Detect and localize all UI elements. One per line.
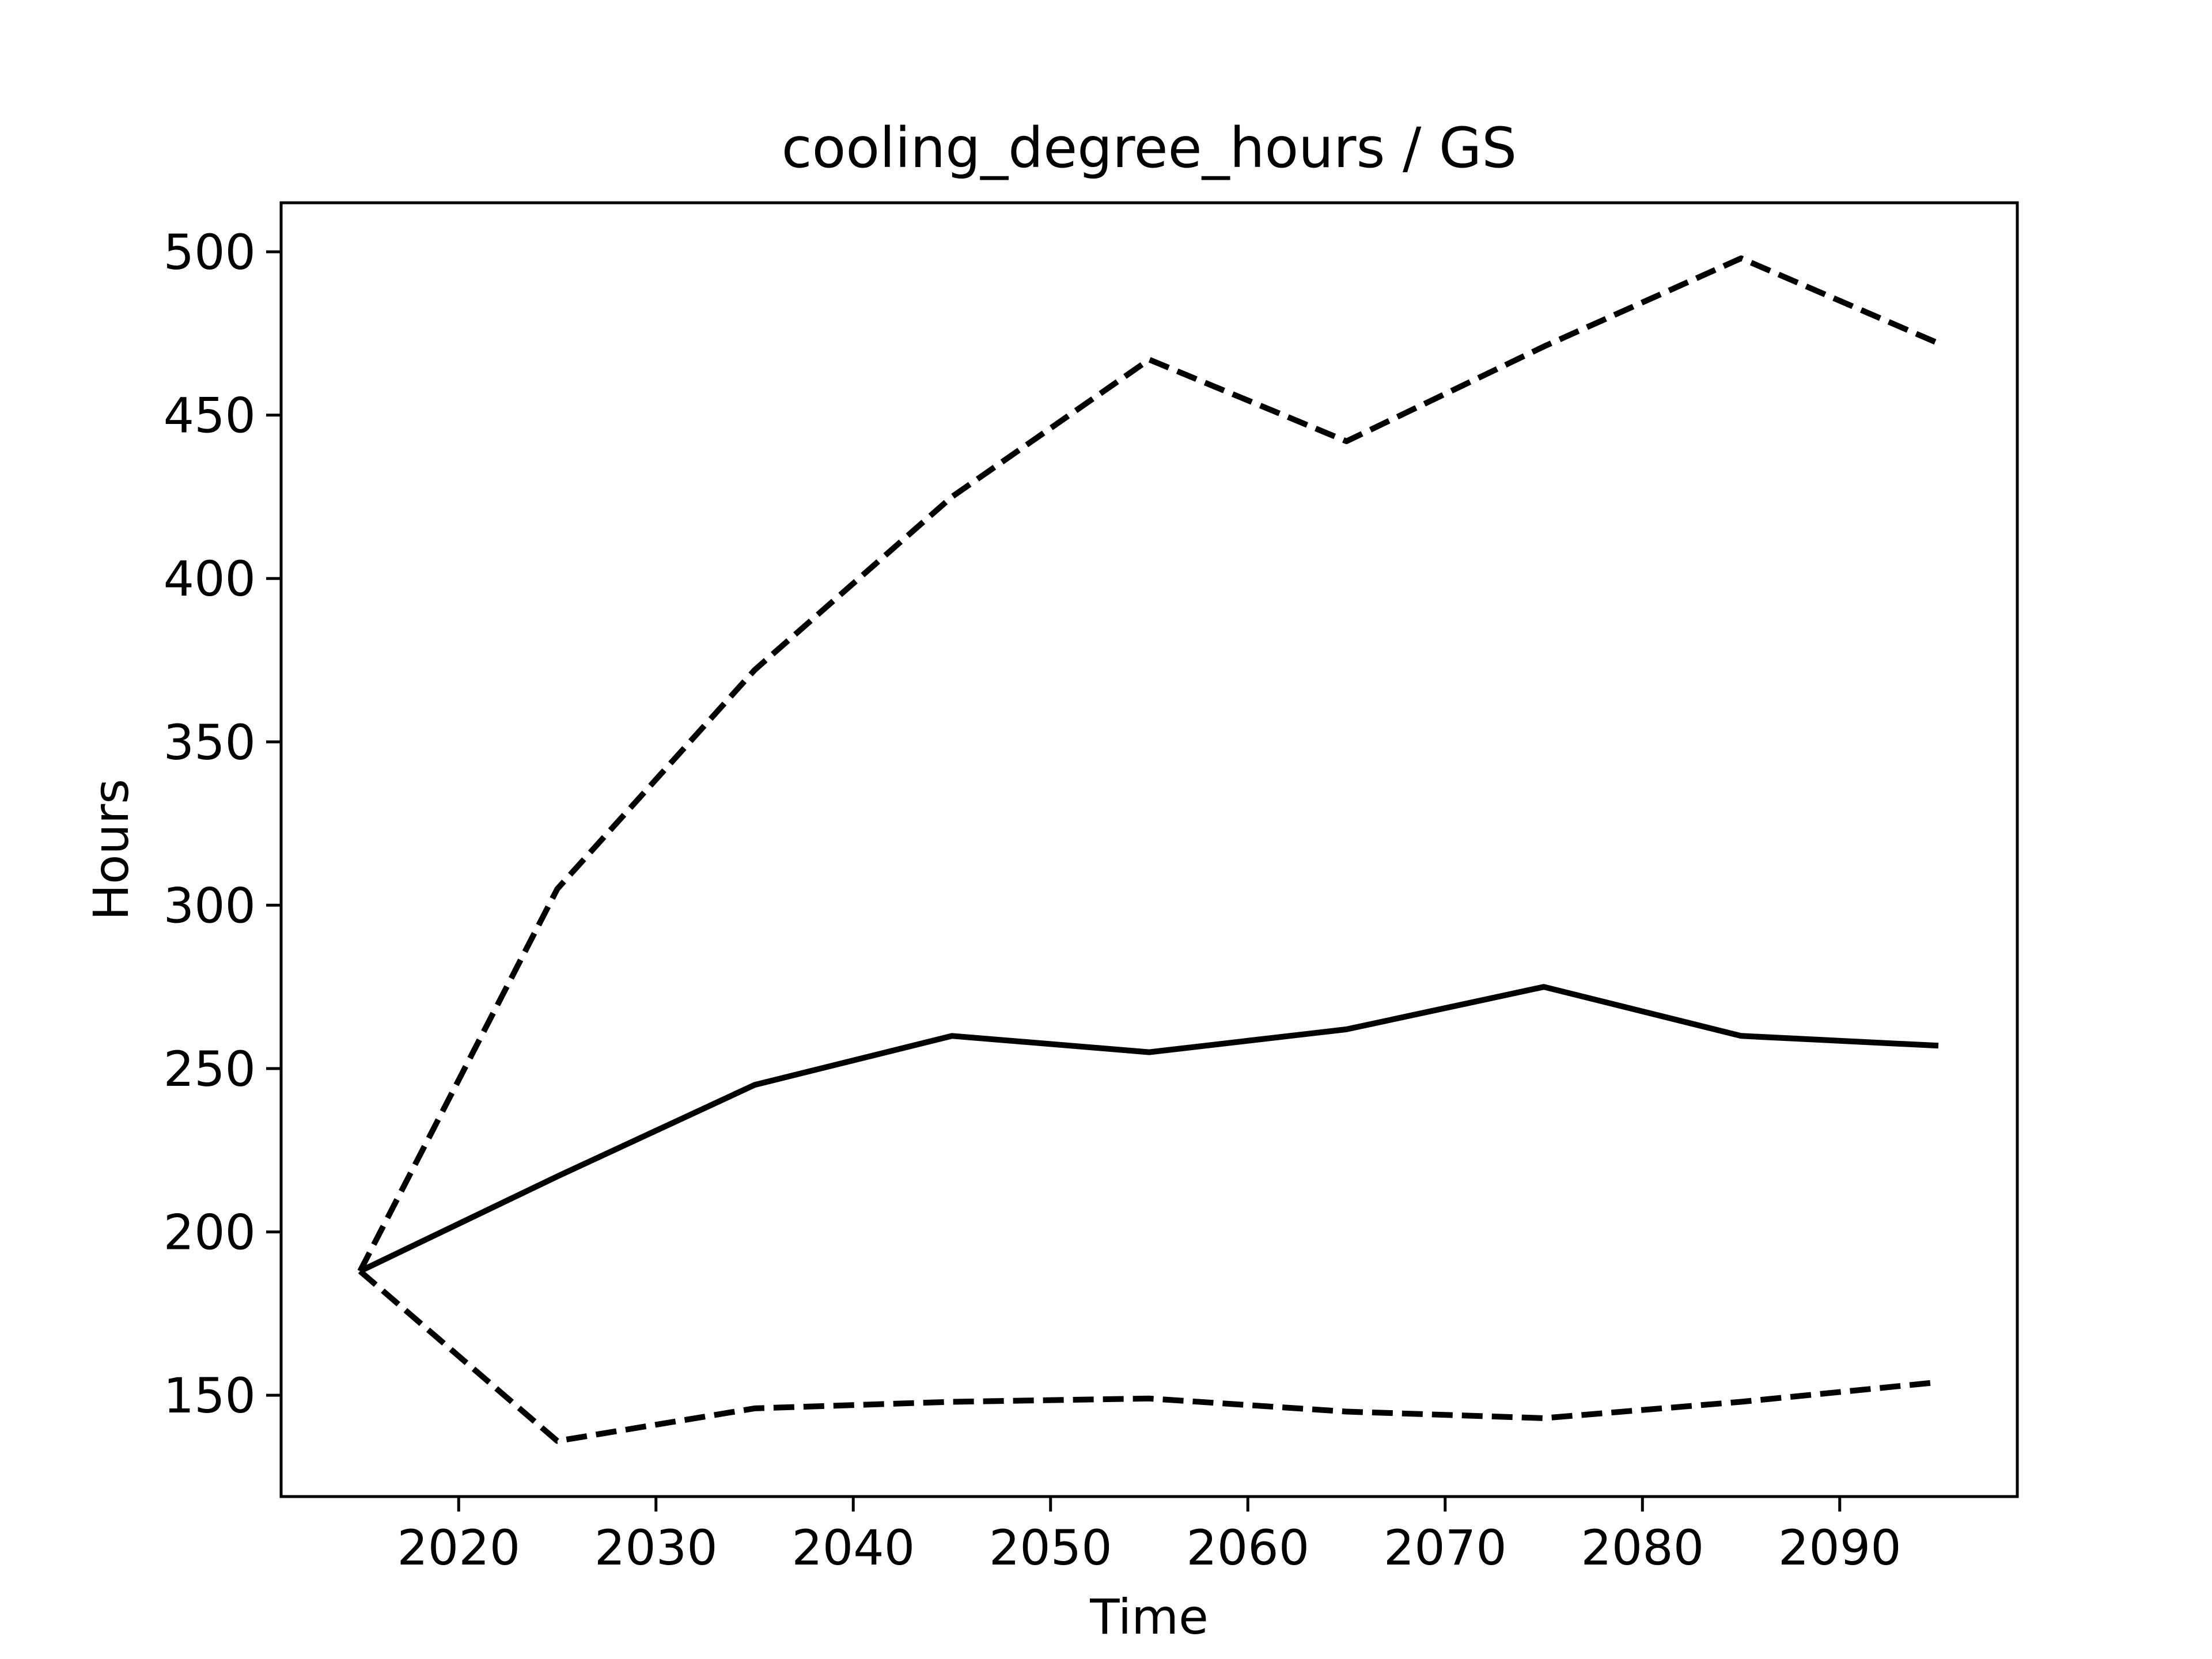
y-tick-label: 200 (164, 1205, 256, 1261)
x-axis-ticks: 2020 2030 2040 2050 2060 2070 2080 2090 (397, 1497, 1902, 1576)
y-axis-ticks: 150 200 250 300 350 400 450 500 (164, 224, 281, 1424)
chart-title: cooling_degree_hours / GS (782, 116, 1517, 180)
plot-frame (279, 201, 2019, 1498)
x-tick-label: 2050 (989, 1520, 1112, 1576)
y-tick-label: 450 (164, 388, 256, 444)
plot-area (281, 203, 2017, 1497)
y-tick-label: 300 (164, 877, 256, 934)
y-tick-label: 350 (164, 714, 256, 771)
series-line-dashed-2 (358, 1268, 1939, 1444)
x-tick-label: 2040 (791, 1520, 915, 1576)
series-layer (357, 255, 1940, 1444)
x-tick-label: 2080 (1581, 1520, 1704, 1576)
x-tick-label: 2060 (1186, 1520, 1309, 1576)
y-axis-label: Hours (83, 779, 139, 921)
x-tick-label: 2020 (397, 1520, 520, 1576)
x-tick-label: 2090 (1778, 1520, 1902, 1576)
series-line-solid (358, 984, 1939, 1274)
y-tick-label: 150 (164, 1368, 256, 1424)
series-line-dashed-1 (357, 255, 1940, 1272)
x-tick-label: 2070 (1384, 1520, 1507, 1576)
x-axis-label: Time (1089, 1589, 1209, 1645)
y-tick-label: 250 (164, 1041, 256, 1097)
x-tick-label: 2030 (594, 1520, 718, 1576)
y-tick-label: 400 (164, 551, 256, 607)
y-tick-label: 500 (164, 224, 256, 281)
